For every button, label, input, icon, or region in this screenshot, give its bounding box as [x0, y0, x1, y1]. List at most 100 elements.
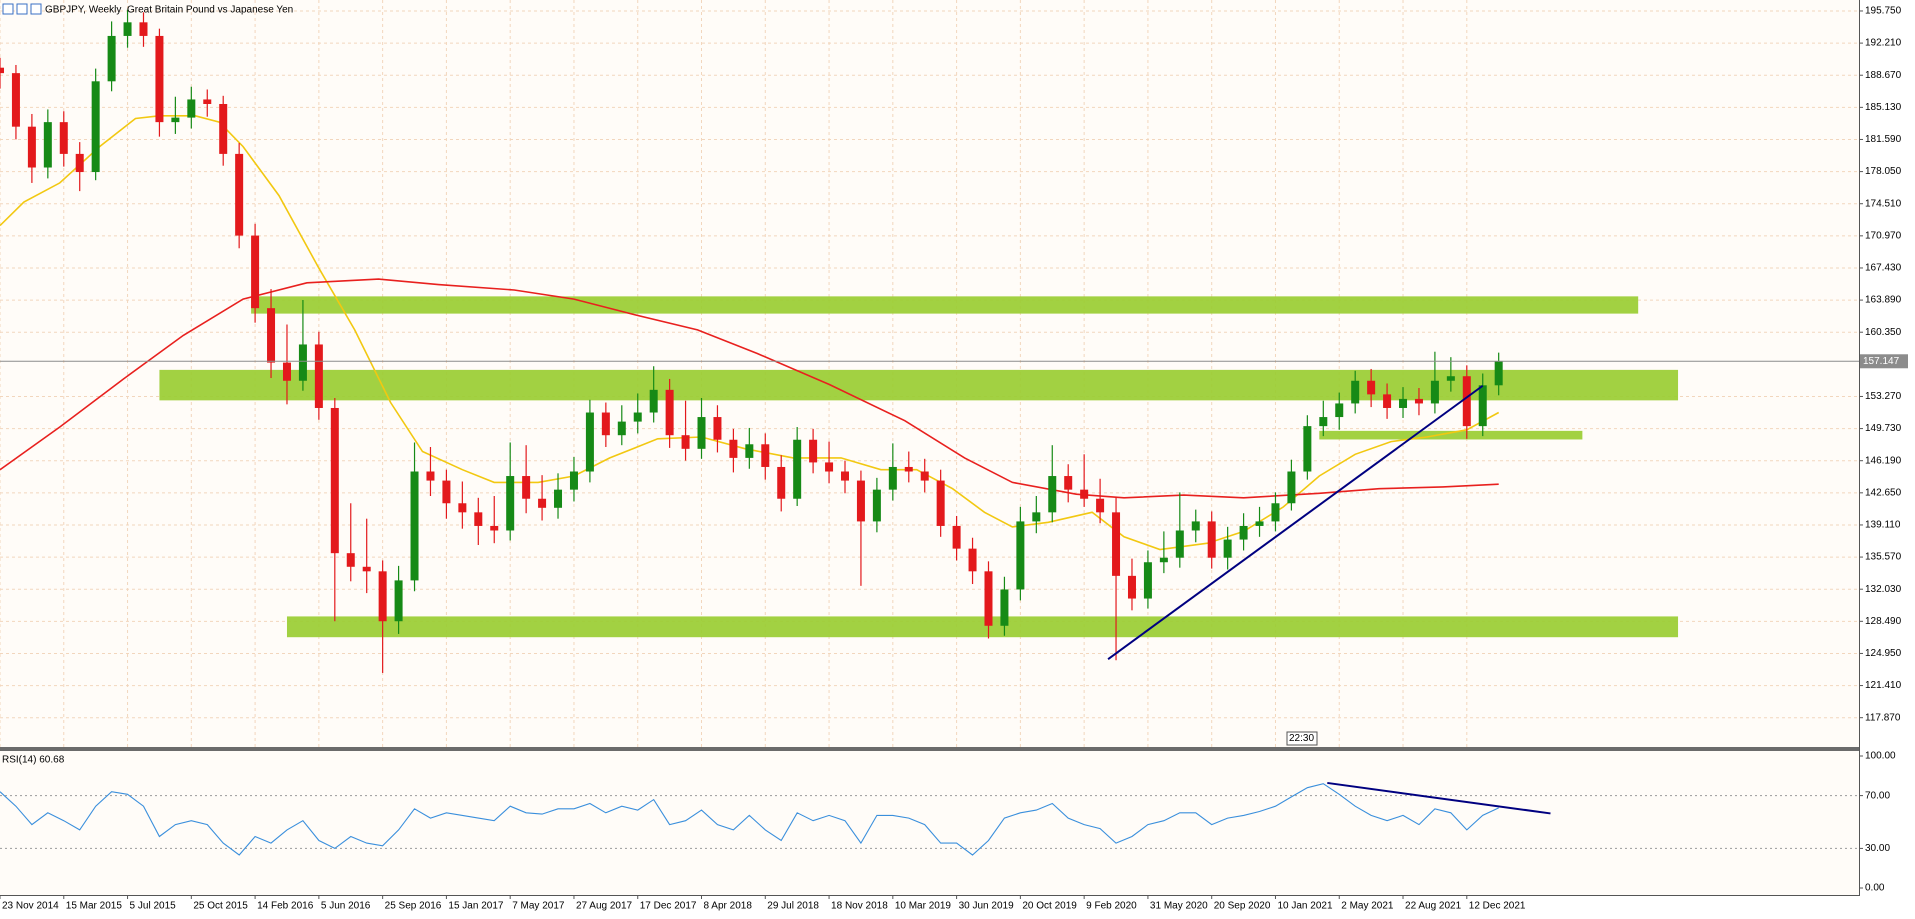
candle-body [362, 566, 371, 572]
candle-body [1494, 361, 1503, 386]
icon[interactable] [2, 3, 14, 15]
candle-body [601, 412, 610, 436]
candle-body [1478, 385, 1487, 427]
candle-body [314, 344, 323, 408]
x-tick-label: 2 May 2021 [1341, 901, 1394, 912]
x-tick-label: 10 Jan 2021 [1277, 901, 1332, 912]
candle-body [793, 439, 802, 499]
candle-body [0, 67, 4, 74]
candle-body [458, 503, 467, 513]
y-tick-label: 170.970 [1865, 230, 1902, 241]
time-label: 22:30 [1289, 733, 1314, 744]
candle-body [585, 412, 594, 472]
candle-body [633, 412, 642, 422]
x-tick-label: 5 Jun 2016 [321, 901, 371, 912]
x-tick-label: 12 Dec 2021 [1469, 901, 1526, 912]
candle-body [187, 99, 196, 118]
rsi-line [0, 783, 1499, 856]
candle-body [378, 571, 387, 622]
x-tick-label: 15 Mar 2015 [66, 901, 123, 912]
candle-body [538, 498, 547, 508]
candle-body [267, 308, 276, 363]
candle-body [394, 580, 403, 622]
candle-body [235, 153, 244, 236]
y-tick-label: 185.130 [1865, 102, 1902, 113]
y-tick-label: 167.430 [1865, 263, 1902, 274]
x-tick-label: 18 Nov 2018 [831, 901, 888, 912]
x-tick-label: 25 Sep 2016 [385, 901, 442, 912]
y-tick-label: 0.00 [1865, 883, 1885, 894]
candle-body [777, 466, 786, 499]
y-tick-label: 117.870 [1865, 712, 1901, 723]
candle-body [1303, 426, 1312, 472]
candle-body [1351, 380, 1360, 404]
y-tick-label: 192.210 [1865, 38, 1902, 49]
candle-body [984, 571, 993, 626]
x-tick-label: 20 Oct 2019 [1022, 901, 1077, 912]
candle-body [1064, 476, 1073, 490]
time-label-bg [1286, 731, 1318, 746]
candle-body [1080, 489, 1089, 499]
y-tick-label: 178.050 [1865, 166, 1902, 177]
candle-body [107, 35, 116, 82]
candle-body [522, 476, 531, 499]
candle-body [761, 444, 770, 467]
candle-body [888, 466, 897, 490]
candle-body [1191, 521, 1200, 531]
candle-body [43, 122, 52, 168]
candle-body [1048, 476, 1057, 513]
candle-body [410, 471, 419, 581]
candle-body [856, 480, 865, 522]
candle-body [968, 548, 977, 572]
y-tick-label: 146.190 [1865, 455, 1902, 466]
moving-average [0, 278, 1499, 499]
candle-body [123, 22, 132, 36]
y-tick-label: 195.750 [1865, 6, 1902, 17]
y-tick-label: 160.350 [1865, 327, 1902, 338]
x-tick-label: 8 Apr 2018 [704, 901, 753, 912]
y-tick-label: 142.650 [1865, 487, 1902, 498]
moving-average [0, 115, 1500, 551]
candle-body [936, 480, 945, 526]
y-tick-label: 135.570 [1865, 552, 1902, 563]
x-tick-label: 10 Mar 2019 [895, 901, 952, 912]
candle-body [1446, 376, 1455, 381]
x-tick-label: 30 Jun 2019 [959, 901, 1014, 912]
candle-body [75, 153, 84, 173]
candle-body [1239, 525, 1248, 540]
zone [1319, 430, 1583, 440]
candle-body [1462, 376, 1471, 427]
candle-body [617, 421, 626, 436]
chart-subtitle: Great Britain Pound vs Japanese Yen [127, 5, 293, 16]
y-tick-label: 163.890 [1865, 295, 1902, 306]
candle-body [1383, 394, 1392, 408]
candle-body [729, 439, 738, 458]
candle-body [298, 344, 307, 381]
candle-body [251, 235, 260, 309]
panel-separator [0, 747, 1859, 751]
icon[interactable] [30, 3, 42, 15]
candle-body [1143, 562, 1152, 599]
candle-body [1287, 471, 1296, 504]
x-tick-label: 5 Jul 2015 [130, 901, 177, 912]
zone [286, 616, 1679, 638]
candle-body [1255, 521, 1264, 526]
x-tick-label: 23 Nov 2014 [2, 901, 59, 912]
candle-body [1271, 503, 1280, 522]
x-tick-label: 22 Aug 2021 [1405, 901, 1462, 912]
candle-body [554, 489, 563, 508]
candle-body [11, 73, 20, 127]
icon[interactable] [16, 3, 28, 15]
candle-body [91, 81, 100, 173]
price-label-bg [1860, 354, 1908, 369]
candle-body [1112, 512, 1121, 576]
price-label: 157.147 [1863, 356, 1900, 367]
candle-body [1399, 398, 1408, 408]
y-tick-label: 70.00 [1865, 790, 1890, 801]
x-tick-label: 25 Oct 2015 [193, 901, 248, 912]
candle-body [282, 362, 291, 381]
candle-body [490, 525, 499, 531]
candle-body [171, 117, 180, 123]
y-tick-label: 139.110 [1865, 520, 1901, 531]
y-tick-label: 124.950 [1865, 648, 1902, 659]
